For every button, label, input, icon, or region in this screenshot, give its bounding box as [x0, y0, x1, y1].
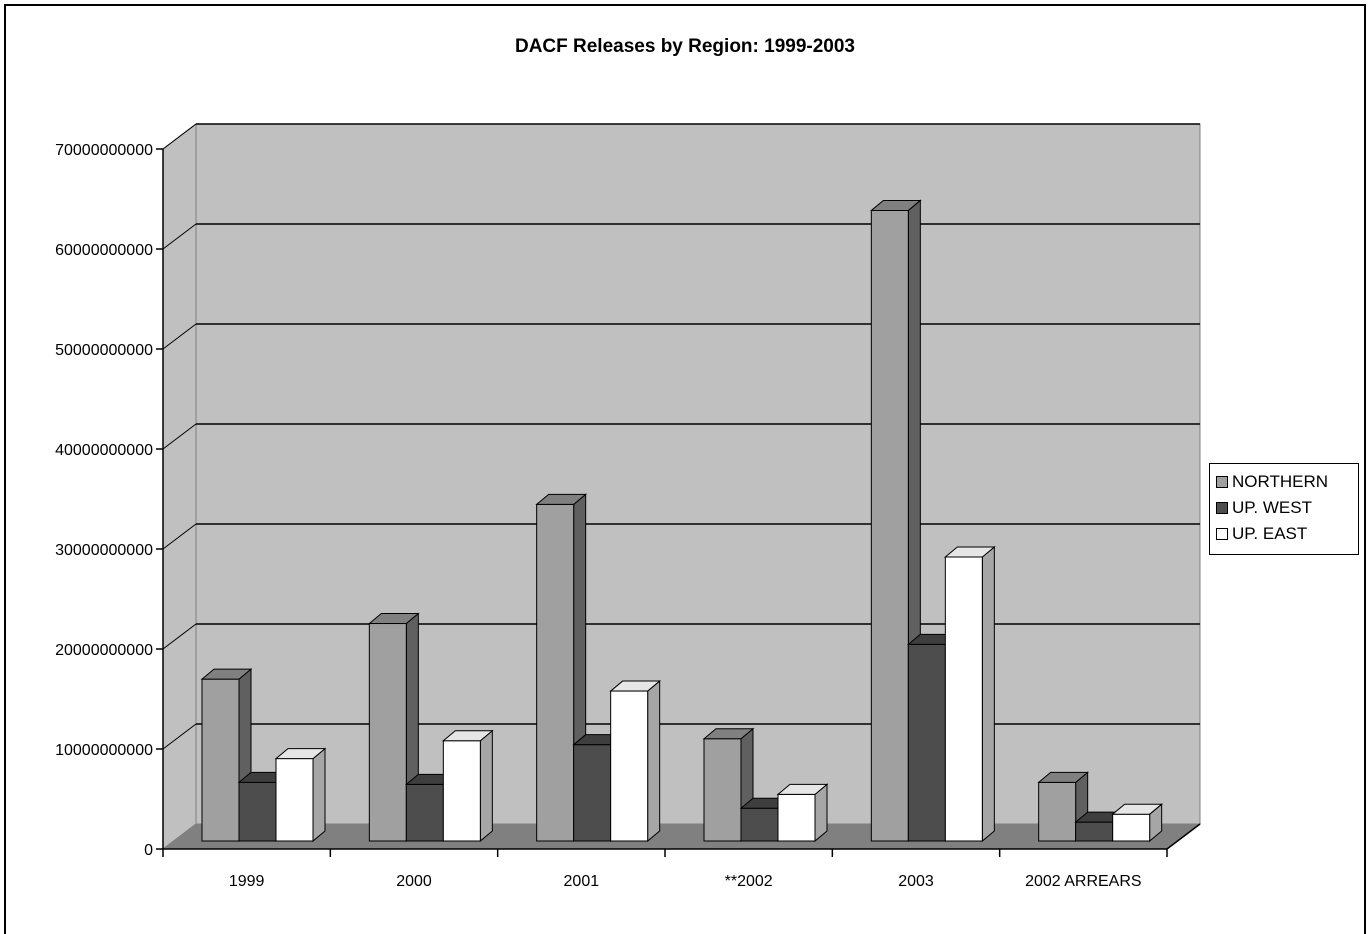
legend-item: UP. EAST: [1216, 521, 1358, 547]
chart-frame: [4, 4, 1366, 934]
bar: [274, 747, 327, 843]
bar-top: [869, 199, 922, 211]
x-tick-label: 2003: [898, 873, 934, 890]
bar-top: [609, 680, 662, 692]
bar-front: [870, 209, 909, 842]
y-tick-label: 10000000000: [55, 742, 153, 759]
bar-front: [610, 690, 649, 842]
legend: NORTHERN UP. WEST UP. EAST: [1209, 463, 1359, 555]
bar: [441, 729, 494, 843]
bar-front: [944, 556, 983, 842]
bar-side: [981, 545, 995, 843]
bar-front: [442, 740, 481, 842]
bar-front: [1075, 821, 1114, 842]
legend-label: UP. WEST: [1232, 498, 1312, 517]
legend-swatch: [1216, 502, 1228, 514]
legend-swatch: [1216, 476, 1228, 488]
bar-front: [573, 744, 612, 842]
y-tick-label: 30000000000: [55, 542, 153, 559]
bar-front: [536, 503, 575, 842]
bar: [1111, 803, 1164, 843]
x-tick-label: 2002 ARREARS: [1025, 873, 1142, 890]
gridline-side: [162, 423, 197, 450]
legend-label: UP. EAST: [1232, 524, 1308, 543]
x-tick-label: **2002: [725, 873, 773, 890]
bar-front: [703, 738, 742, 842]
gridline-side: [162, 623, 197, 650]
y-tick-label: 60000000000: [55, 242, 153, 259]
gridline-side: [162, 723, 197, 750]
chart-title: DACF Releases by Region: 1999-2003: [514, 36, 856, 57]
bar-top: [1111, 803, 1164, 815]
bar-top: [274, 748, 327, 760]
bar-front: [275, 758, 314, 842]
bar-front: [1112, 813, 1151, 842]
legend-item: UP. WEST: [1216, 495, 1358, 521]
bar-top: [702, 728, 755, 740]
bar-top: [441, 730, 494, 742]
bar-front: [405, 783, 444, 842]
gridline-side: [162, 323, 197, 350]
y-tick-label: 50000000000: [55, 342, 153, 359]
bar-front: [1038, 781, 1077, 842]
plot-side-wall: [162, 122, 197, 851]
bar-top: [776, 783, 829, 795]
gridline-side: [162, 123, 197, 150]
bar-top: [1037, 771, 1090, 783]
bar-side: [312, 747, 326, 843]
plot-back-wall: [195, 123, 1201, 825]
x-tick-label: 1999: [229, 873, 265, 890]
bar-top: [943, 546, 996, 558]
bar-front: [740, 807, 779, 842]
bar-top: [535, 493, 588, 505]
y-tick-label: 20000000000: [55, 642, 153, 659]
bar: [609, 679, 662, 843]
bar-side: [647, 679, 661, 843]
bar-front: [777, 793, 816, 842]
legend-item: NORTHERN: [1216, 469, 1358, 495]
bar-top: [200, 668, 253, 680]
gridline-side: [162, 223, 197, 250]
x-axis-depth-line: [1166, 823, 1201, 850]
bar: [943, 545, 996, 843]
legend-swatch: [1216, 528, 1228, 540]
y-tick-label: 70000000000: [55, 142, 153, 159]
bar-front: [907, 643, 946, 842]
bar-front: [238, 781, 277, 842]
bar-top: [367, 613, 420, 625]
legend-label: NORTHERN: [1232, 472, 1329, 491]
x-tick-label: 2001: [564, 873, 600, 890]
y-tick-label: 40000000000: [55, 442, 153, 459]
y-tick-label: 0: [144, 842, 153, 859]
bar-front: [201, 678, 240, 842]
x-tick-label: 2000: [396, 873, 432, 890]
bar: [776, 783, 829, 843]
bar-side: [479, 729, 493, 843]
gridline-side: [162, 523, 197, 550]
bar-front: [368, 623, 407, 842]
